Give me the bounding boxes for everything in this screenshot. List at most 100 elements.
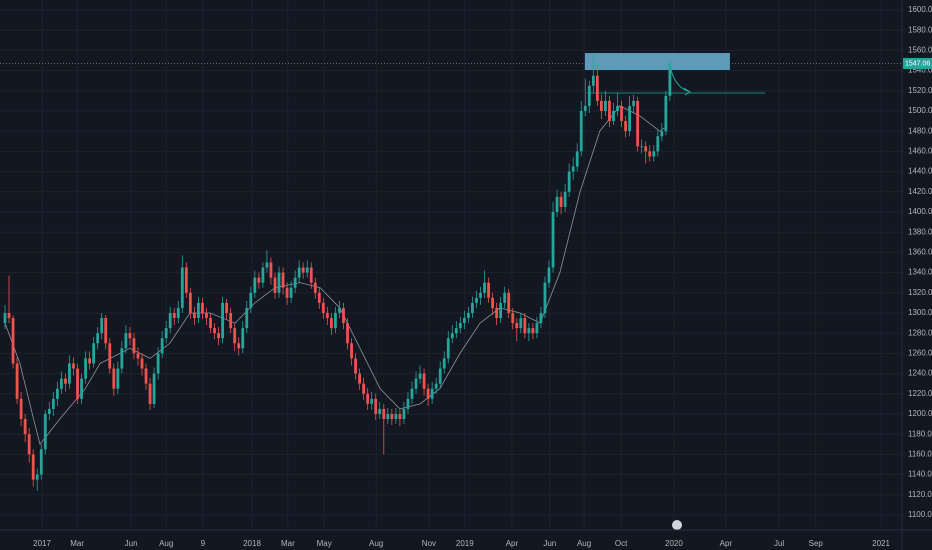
candle-body <box>68 363 71 384</box>
y-tick-label: 1400.00 <box>908 207 932 216</box>
moving-average <box>4 105 668 446</box>
candle-body <box>604 100 607 111</box>
candle-body <box>620 105 623 122</box>
candle-body <box>289 287 293 298</box>
x-tick-label: 9 <box>201 539 206 548</box>
candle-body <box>241 328 245 349</box>
y-tick-label: 1500.00 <box>908 106 932 115</box>
candle-body <box>321 302 325 313</box>
candle-body <box>475 297 478 303</box>
candle-body <box>108 343 112 369</box>
candle-body <box>515 323 519 329</box>
logo <box>672 520 682 530</box>
candle-body <box>313 282 317 293</box>
candle-body <box>636 100 640 147</box>
candle-body <box>362 383 366 394</box>
candle-body <box>668 63 672 96</box>
candle-body <box>60 378 63 389</box>
candle-body <box>354 358 357 374</box>
x-tick-label: Apr <box>506 539 519 548</box>
candle-body <box>273 277 277 293</box>
candle-body <box>495 307 499 319</box>
candle-body <box>19 398 23 420</box>
candle-body <box>555 196 559 212</box>
candle-body <box>269 262 273 278</box>
candle-body <box>350 343 353 359</box>
candle-body <box>104 318 108 344</box>
y-tick-label: 1420.00 <box>908 187 932 196</box>
candle-body <box>233 328 237 344</box>
candle-body <box>325 312 329 319</box>
candle-body <box>640 146 644 148</box>
candle-body <box>201 302 204 313</box>
candle-body <box>317 292 321 303</box>
candle-body <box>467 312 470 319</box>
candle-body <box>293 277 297 288</box>
x-tick-label: Nov <box>422 539 436 548</box>
y-tick-label: 1300.00 <box>908 308 932 317</box>
y-tick-label: 1320.00 <box>908 288 932 297</box>
candle-body <box>3 312 7 324</box>
candle-body <box>458 323 462 329</box>
y-tick-label: 1240.00 <box>908 369 932 378</box>
x-tick-label: 2020 <box>665 539 683 548</box>
candle-body <box>27 434 31 455</box>
candle-body <box>406 398 410 409</box>
candle-body <box>148 383 152 404</box>
candle-body <box>72 363 75 369</box>
y-tick-label: 1160.00 <box>908 449 932 458</box>
candle-body <box>47 408 51 414</box>
candle-body <box>543 282 547 313</box>
y-tick-label: 1260.00 <box>908 348 932 357</box>
candle-body <box>483 282 486 293</box>
candle-body <box>96 333 100 344</box>
candle-body <box>579 110 583 152</box>
candle-body <box>632 100 636 106</box>
candle-body <box>402 408 406 420</box>
candle-body <box>144 368 148 384</box>
x-tick-label: Sep <box>809 539 824 548</box>
candle-body <box>184 267 188 293</box>
candle-body <box>257 277 261 283</box>
candle-body <box>277 272 281 293</box>
candle-body <box>660 131 664 137</box>
x-tick-label: May <box>317 539 332 548</box>
candle-body <box>547 267 551 283</box>
candle-body <box>39 449 43 475</box>
candle-body <box>551 211 555 268</box>
zone <box>584 53 730 70</box>
candle-body <box>519 318 523 329</box>
candle-body <box>491 297 494 308</box>
candle-body <box>31 454 35 480</box>
candle-body <box>430 388 434 399</box>
y-tick-label: 1600.00 <box>908 5 932 14</box>
candle-body <box>265 262 269 268</box>
candle-body <box>374 398 378 414</box>
candle-body <box>487 282 490 298</box>
x-tick-label: Apr <box>720 539 733 548</box>
candle-body <box>523 318 527 334</box>
candle-body <box>120 348 124 369</box>
candle-body <box>462 318 466 324</box>
candle-body <box>563 191 567 207</box>
candle-body <box>116 368 120 389</box>
candle-body <box>535 323 539 334</box>
candle-body <box>527 328 531 334</box>
candle-body <box>112 368 116 389</box>
candle-body <box>591 75 595 86</box>
x-tick-label: Jun <box>125 539 138 548</box>
candle-body <box>652 151 656 157</box>
y-tick-label: 1520.00 <box>908 86 932 95</box>
candle-body <box>426 388 430 399</box>
x-tick-label: Aug <box>577 539 591 548</box>
x-tick-label: Mar <box>70 539 84 548</box>
y-tick-label: 1220.00 <box>908 389 932 398</box>
y-tick-label: 1340.00 <box>908 268 932 277</box>
candle-body <box>132 338 136 354</box>
y-tick-label: 1140.00 <box>908 470 932 479</box>
candle-body <box>192 312 196 319</box>
candle-body <box>297 267 301 278</box>
candle-body <box>370 398 374 404</box>
y-tick-label: 1100.00 <box>908 510 932 519</box>
